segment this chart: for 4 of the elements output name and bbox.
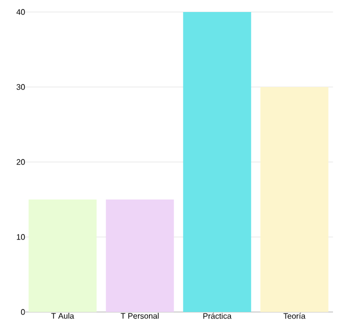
bar bbox=[28, 200, 97, 312]
bar bbox=[183, 12, 252, 312]
bar bbox=[260, 86, 328, 312]
bar bbox=[106, 200, 174, 312]
